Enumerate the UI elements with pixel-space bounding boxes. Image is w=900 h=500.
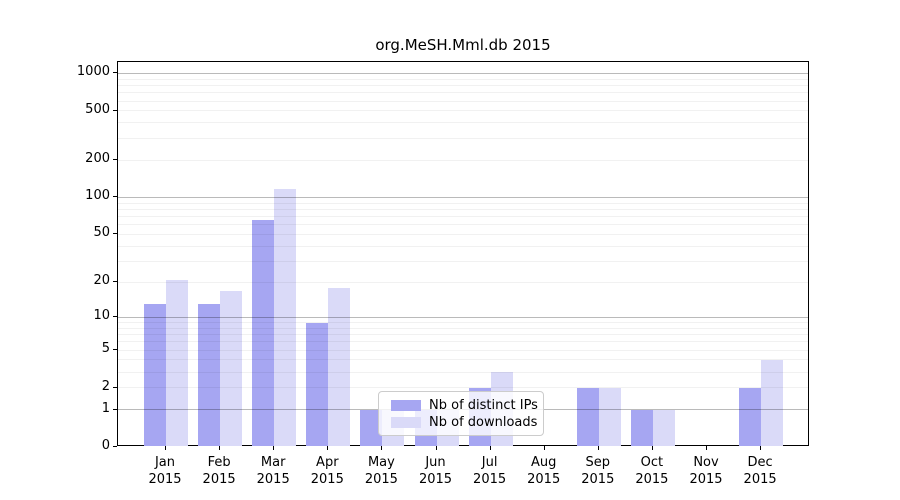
bar-downloads-sep [598,387,621,446]
y-tick-label: 1000 [76,64,110,80]
y-tick-label: 0 [101,438,110,453]
gridline [118,281,808,283]
y-tick-label: 200 [85,151,110,167]
y-tick-label: 50 [93,225,110,241]
legend-swatch-downloads-icon [391,417,421,428]
y-tick-mark [113,349,117,351]
gridline [118,245,808,247]
x-tick-label-apr: Apr 2015 [310,455,344,487]
gridline [118,84,808,86]
gridline [118,78,808,80]
bar-distinct-ips-oct [630,409,653,446]
gridline [118,322,808,323]
x-tick-label-jun: Jun 2015 [418,455,453,487]
y-tick-label: 2 [101,378,110,394]
chart-title: org.MeSH.Mml.db 2015 [375,36,551,54]
y-tick-label: 10 [93,308,110,324]
gridline [118,387,808,389]
legend-label-downloads: Nb of downloads [429,415,538,430]
gridline [118,159,808,161]
gridline [118,92,808,94]
bar-downloads-oct [652,409,675,446]
gridline [118,196,808,198]
y-tick-label: 100 [85,188,110,204]
bar-distinct-ips-dec [739,387,762,446]
x-tick-label-mar: Mar 2015 [256,455,290,487]
gridline [118,110,808,112]
x-tick-label-dec: Dec 2015 [743,455,777,487]
x-tick-mark [327,446,329,450]
gridline [118,100,808,102]
x-tick-label-jul: Jul 2015 [473,455,507,487]
legend: Nb of distinct IPs Nb of downloads [378,391,544,436]
y-tick-mark [113,109,117,111]
gridline [118,334,808,336]
x-tick-mark [219,446,221,450]
gridline [118,349,808,351]
y-tick-label: 500 [85,101,110,117]
gridline [118,359,808,361]
legend-item-distinct-ips: Nb of distinct IPs [391,397,538,414]
y-tick-label: 5 [101,341,110,357]
bar-downloads-jan [166,279,188,446]
y-tick-mark [113,316,117,318]
x-tick-mark [381,446,383,450]
gridline [118,216,808,218]
x-tick-mark [760,446,762,450]
x-tick-mark [651,446,653,450]
gridline [118,233,808,235]
bar-distinct-ips-feb [198,304,221,446]
legend-item-downloads: Nb of downloads [391,414,537,431]
y-tick-label: 1 [101,400,110,416]
gridline [118,224,808,226]
bar-distinct-ips-mar [252,220,275,446]
plot-area [117,61,809,446]
gridline [118,208,808,210]
gridline [118,137,808,139]
x-tick-mark [597,446,599,450]
x-tick-mark [543,446,545,450]
x-tick-label-sep: Sep 2015 [581,455,615,487]
gridline [118,202,808,204]
legend-swatch-distinct-ips-icon [391,400,421,411]
x-tick-label-aug: Aug 2015 [527,455,561,487]
y-tick-label: 20 [93,273,110,289]
gridline [118,122,808,124]
gridline [118,371,808,373]
x-tick-mark [165,446,166,450]
bar-distinct-ips-jan [144,304,166,446]
x-tick-label-may: May 2015 [364,455,398,487]
x-tick-label-feb: Feb 2015 [202,455,236,487]
bar-downloads-feb [220,290,243,446]
bar-downloads-mar [274,188,297,446]
y-tick-mark [113,159,117,161]
bar-distinct-ips-may [360,409,383,446]
bar-downloads-apr [328,287,351,446]
y-tick-mark [113,233,117,235]
y-tick-mark [113,281,117,283]
gridline [118,327,808,329]
gridline [118,260,808,262]
y-tick-mark [113,196,117,198]
x-tick-mark [706,446,707,450]
x-tick-label-jan: Jan 2015 [148,455,182,487]
legend-label-distinct-ips: Nb of distinct IPs [429,398,538,413]
x-tick-mark [273,446,275,450]
x-tick-mark [435,446,437,450]
x-tick-label-nov: Nov 2015 [689,455,723,487]
bar-distinct-ips-sep [576,387,599,446]
x-tick-mark [489,446,491,450]
x-tick-label-oct: Oct 2015 [635,455,669,487]
bar-downloads-dec [761,359,784,446]
gridline [118,316,808,318]
bar-distinct-ips-apr [306,322,329,446]
y-tick-mark [113,72,117,74]
gridline [118,72,808,74]
gridline [118,341,808,343]
y-tick-mark [113,386,117,388]
y-tick-mark [113,408,117,410]
y-tick-mark [113,446,117,447]
